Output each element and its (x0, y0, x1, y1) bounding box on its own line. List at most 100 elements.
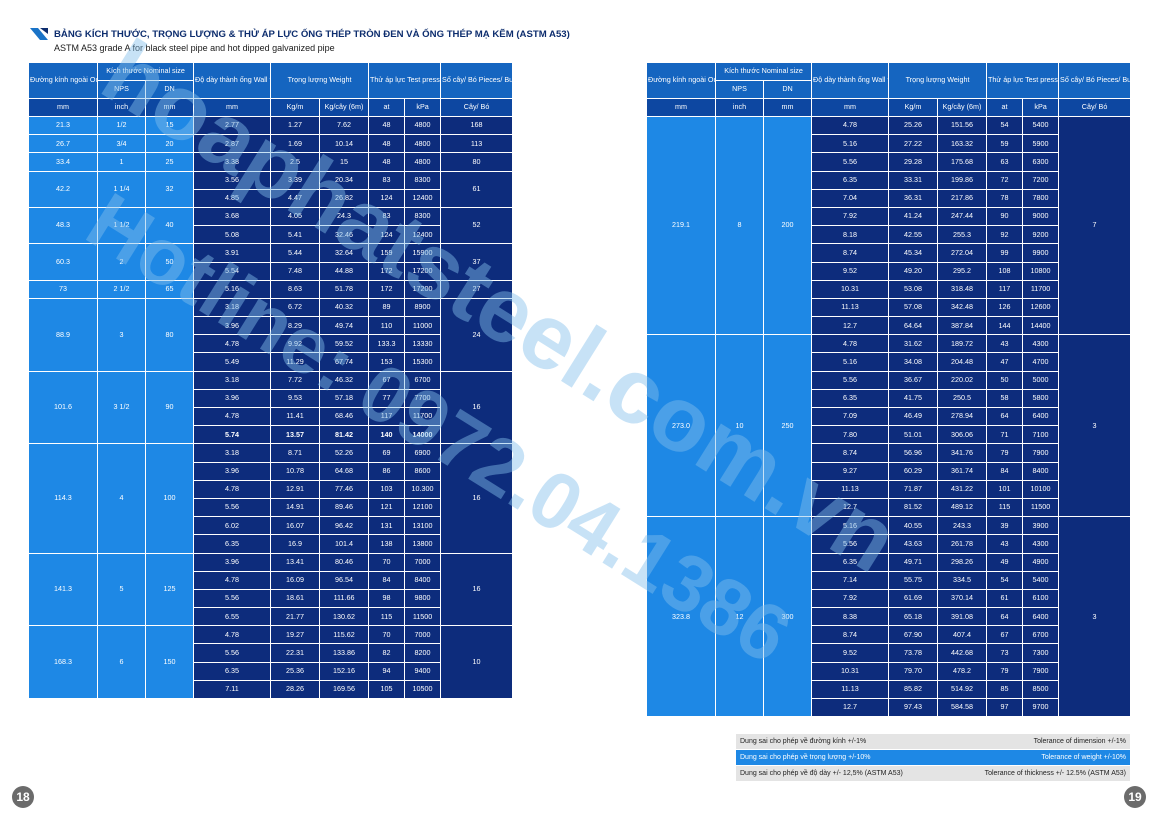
table-cell: 25.36 (270, 661, 321, 681)
table-cell: 115.62 (319, 625, 370, 645)
table-cell: 3.39 (270, 170, 321, 190)
table-cell: 9.27 (811, 461, 890, 481)
table-cell: 86 (368, 461, 406, 481)
table-cell: 3.96 (193, 552, 272, 572)
table-cell: 5.16 (193, 279, 272, 299)
table-row: 33.4 1 25 3.38 2.5 15 48 4800 80 (28, 152, 514, 172)
table-row: 273.0 10 250 4.78 31.62 189.72 43 4300 3 (646, 334, 1132, 518)
table-cell: 168.3 (28, 625, 98, 699)
unit-cell: mm (28, 98, 98, 117)
table-cell: 60.29 (888, 461, 939, 481)
table-cell: 16 (440, 370, 514, 445)
table-cell: 31.62 (888, 334, 939, 354)
table-cell: 4 (97, 443, 146, 554)
table-row: 8.74 56.96 341.76 79 7900 (647, 443, 1131, 463)
unit-cell: Kg/cây (6m) (319, 98, 370, 117)
table-cell: 10800 (1022, 261, 1060, 281)
table-cell: 13100 (404, 516, 442, 536)
table-cell: 98 (368, 588, 406, 609)
table-cell: 151.56 (937, 115, 988, 136)
table-cell: 29.28 (888, 152, 939, 172)
table-body: 219.1 8 200 4.78 25.26 151.56 54 5400 7 5.16 27.22… (646, 115, 1132, 718)
table-cell: 16 (440, 552, 514, 627)
table-cell: 3 (1058, 334, 1132, 518)
table-row: 7.80 51.01 306.06 71 7100 (647, 425, 1131, 445)
table-cell: 8300 (404, 206, 442, 227)
table-cell: 13.57 (270, 425, 321, 445)
table-cell: 11500 (1022, 497, 1060, 518)
table-cell: 124 (368, 188, 406, 208)
table-cell: 73 (28, 279, 98, 299)
table-cell: 5400 (1022, 115, 1060, 136)
table-cell: 12.7 (811, 316, 890, 336)
unit-cell: mm (646, 98, 716, 117)
table-cell: 64.68 (319, 461, 370, 481)
table-cell: 65 (144, 279, 195, 299)
table-cell: 4800 (404, 134, 442, 154)
brand-mark-icon (30, 28, 48, 40)
table-cell: 6300 (1022, 152, 1060, 172)
table-cell: 25.26 (888, 115, 939, 136)
table-cell: 56.96 (888, 443, 939, 463)
table-cell: 8.38 (811, 607, 890, 627)
table-cell: 65.18 (888, 607, 939, 627)
unit-cell: Cây/ Bó (1058, 98, 1132, 117)
table-cell: 15300 (404, 352, 442, 372)
table-cell: 64.64 (888, 316, 939, 336)
col-weight: Trọng lượng Weight (888, 62, 988, 99)
table-cell: 7900 (1022, 443, 1060, 463)
table-cell: 12.7 (811, 697, 890, 718)
table-cell: 114.3 (28, 443, 98, 554)
table-cell: 12400 (404, 225, 442, 245)
table-row: 6.35 33.31 199.86 72 7200 (647, 170, 1131, 190)
table-cell: 7000 (404, 552, 442, 572)
col-dn: DN (762, 80, 813, 99)
table-cell: 72 (986, 170, 1024, 190)
table-cell: 32.64 (319, 243, 370, 263)
table-row: 6.35 25.36 152.16 94 9400 (29, 661, 513, 681)
tolerance-row-thickness: Dung sai cho phép về độ dày +/- 12,5% (A… (736, 766, 1130, 781)
table-cell: 7200 (1022, 170, 1060, 190)
table-cell: 144 (986, 316, 1024, 336)
table-row: 4.85 4.47 26.82 124 12400 (29, 188, 513, 208)
table-cell: 97.43 (888, 697, 939, 718)
table-cell: 43 (986, 334, 1024, 354)
table-cell: 5.56 (811, 152, 890, 172)
table-cell: 4.47 (270, 188, 321, 208)
table-cell: 4900 (1022, 552, 1060, 572)
table-row: 3.96 8.29 49.74 110 11000 (29, 316, 513, 336)
table-cell: 133.3 (368, 334, 406, 354)
table-cell: 140 (368, 425, 406, 445)
table-cell: 7.14 (811, 570, 890, 590)
table-row: 6.35 16.9 101.4 138 13800 (29, 534, 513, 554)
table-cell: 51.01 (888, 425, 939, 445)
table-cell: 43.63 (888, 534, 939, 554)
table-cell: 9900 (1022, 243, 1060, 263)
table-cell: 5.56 (193, 643, 272, 663)
table-cell: 82 (368, 643, 406, 663)
table-cell: 370.14 (937, 588, 988, 609)
table-cell: 4.78 (193, 406, 272, 427)
table-cell: 67 (368, 370, 406, 390)
col-nps: NPS (715, 80, 764, 99)
table-cell: 11700 (1022, 279, 1060, 299)
table-cell: 3 1/2 (97, 370, 146, 445)
table-cell: 79 (986, 661, 1024, 681)
table-row: 7.09 46.49 278.94 64 6400 (647, 406, 1131, 427)
table-cell: 7000 (404, 625, 442, 645)
table-cell: 8500 (1022, 679, 1060, 700)
table-cell: 1 (97, 152, 146, 172)
table-cell: 8 (715, 115, 764, 336)
table-cell: 7300 (1022, 643, 1060, 663)
table-cell: 80 (440, 152, 514, 172)
table-cell: 49.74 (319, 316, 370, 336)
table-cell: 10 (440, 625, 514, 699)
table-cell: 22.31 (270, 643, 321, 663)
table-cell: 68.46 (319, 406, 370, 427)
table-cell: 391.08 (937, 607, 988, 627)
unit-cell: inch (715, 98, 764, 117)
table-cell: 42.2 (28, 170, 98, 208)
table-cell: 250.5 (937, 388, 988, 409)
col-outside-diameter: Đường kính ngoài Outside diameter (646, 62, 716, 99)
table-cell: 24.3 (319, 206, 370, 227)
